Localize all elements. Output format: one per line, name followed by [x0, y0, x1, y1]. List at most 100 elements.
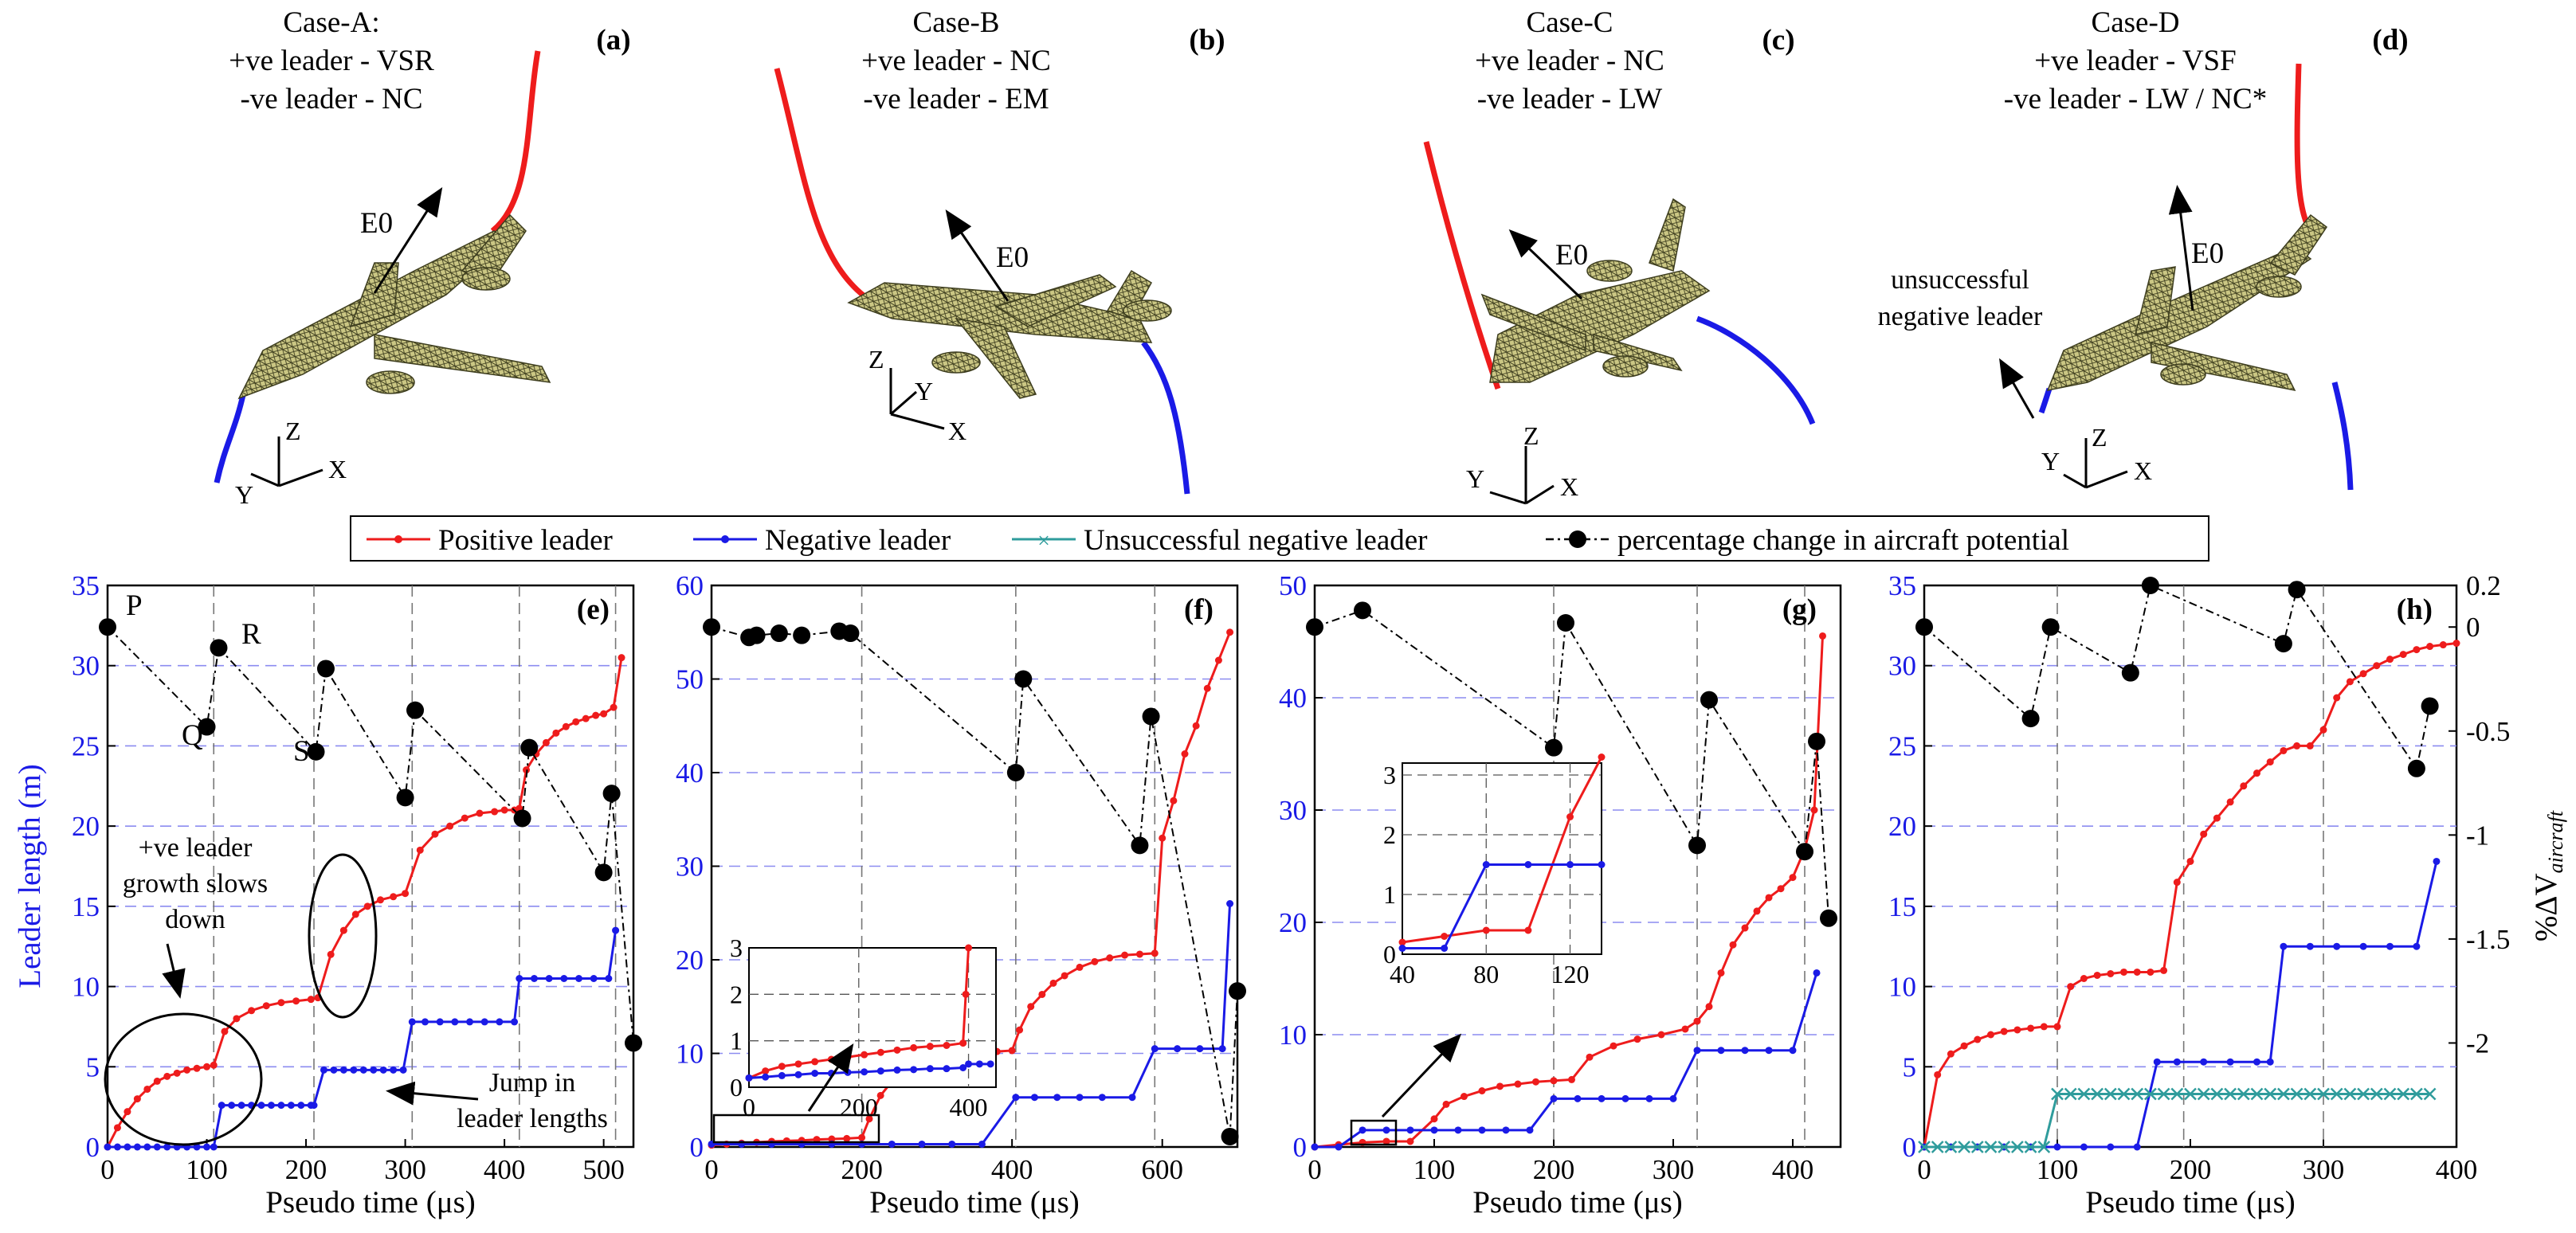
chart-f-point: [1226, 900, 1234, 907]
chart-h-point: [2288, 581, 2306, 599]
chart-g-point: [1688, 836, 1706, 855]
case-a-negative-leader: [214, 394, 246, 483]
chart-h-xtick-label: 300: [2303, 1154, 2345, 1185]
chart-h-point: [2253, 769, 2260, 777]
chart-e-point: [310, 1102, 318, 1110]
chart-e-point: [511, 1018, 519, 1026]
case-c-positive-leader: [1423, 141, 1501, 390]
chart-e-point: [193, 1064, 201, 1072]
chart-f-point: [1076, 963, 1084, 971]
chart-e-annotations: P Q R S +ve leader growth slows down Jump in lea…: [104, 589, 608, 1146]
chart-g-point: [1311, 1143, 1319, 1151]
zoom-box-g: [1350, 1119, 1398, 1146]
chart-h-rtick-label: 0: [2466, 612, 2480, 643]
chart-f-inset-point: [959, 1064, 967, 1071]
chart-g-point: [1478, 1087, 1486, 1094]
chart-e-point: [153, 1143, 161, 1151]
chart-g-point: [1669, 1094, 1677, 1102]
chart-h-point: [2157, 1087, 2170, 1101]
chart-h-point: [2277, 1087, 2290, 1101]
case-c-axis-z: Z: [1523, 421, 1539, 450]
chart-f-inset-point: [811, 1070, 819, 1077]
case-a-label: (a): [596, 24, 630, 57]
case-d-label: (d): [2372, 24, 2408, 57]
chart-e-ytick-label: 25: [72, 730, 100, 761]
chart-e-point: [143, 1085, 151, 1093]
case-a-axis-y: Y: [235, 480, 253, 509]
chart-h-point: [2027, 1024, 2035, 1032]
chart-e-point: [153, 1077, 161, 1085]
chart-e-series: [104, 926, 620, 1151]
chart-h: 0 5 10 15 20 25 30 35 0 100 200 300 400 Pseudo time (…: [1888, 570, 2510, 1219]
chart-f-point: [1226, 628, 1234, 636]
chart-g-inset-point: [1441, 933, 1449, 940]
chart-e-label: (e): [577, 593, 610, 626]
chart-h-point: [2346, 678, 2354, 686]
chart-f-point: [865, 1115, 873, 1123]
chart-f-inset-xtick-label: 0: [743, 1093, 755, 1121]
annotation-slow-3: down: [165, 905, 225, 934]
chart-e-xtick-label: 500: [582, 1154, 625, 1185]
chart-g-point: [1717, 1047, 1725, 1055]
chart-g-point: [1574, 1094, 1582, 1102]
chart-f-point: [1181, 750, 1189, 757]
chart-f-point: [1221, 1127, 1239, 1145]
annotation-q: Q: [182, 719, 203, 752]
chart-e-point: [402, 890, 410, 898]
case-b-negative-leader: [1141, 340, 1190, 495]
chart-h-point: [1960, 1042, 1968, 1050]
chart-f-point: [843, 1134, 851, 1142]
chart-h-point: [2121, 663, 2139, 682]
chart-h-point: [2077, 1087, 2091, 1101]
chart-e-point: [416, 846, 424, 854]
chart-f-point: [1053, 1094, 1061, 1102]
chart-e-frame: [106, 584, 635, 1149]
chart-e-point: [210, 1061, 218, 1069]
chart-h-point: [2064, 1087, 2077, 1101]
zoom-box-f: [712, 1114, 880, 1144]
chart-f-xtick-label: 200: [841, 1154, 883, 1185]
chart-g-point: [1496, 1082, 1504, 1090]
chart-h-rtick-label: -1.5: [2466, 924, 2510, 955]
chart-f-point: [1006, 764, 1025, 781]
chart-g-series-line: [1315, 973, 1818, 1149]
case-c-field-label: E0: [1555, 239, 1588, 272]
case-b-axis-y: Y: [915, 377, 933, 405]
chart-h-point: [2386, 656, 2394, 663]
case-c-line1: +ve leader - NC: [1475, 45, 1664, 77]
chart-e-point: [480, 1018, 488, 1026]
chart-h-ytick-label: 5: [1903, 1051, 1917, 1082]
chart-h-point: [2021, 710, 2040, 728]
chart-g-xtick-label: 300: [1653, 1154, 1695, 1185]
chart-h-point: [2170, 1087, 2184, 1101]
chart-f-point: [703, 618, 720, 636]
chart-h-point: [2224, 1087, 2237, 1101]
chart-f-inset-point: [762, 1067, 770, 1075]
chart-g-series: [1306, 601, 1837, 927]
case-c-panel: Case-C +ve leader - NC -ve leader - LW (…: [1423, 6, 1816, 505]
chart-h-point: [2319, 726, 2327, 734]
chart-h-point: [1934, 1071, 1942, 1078]
chart-h-point: [2333, 942, 2341, 950]
annotation-slow-2: growth slows: [123, 869, 268, 898]
chart-f-point: [1174, 1045, 1182, 1053]
chart-h-point: [2107, 969, 2115, 977]
chart-e-xtick-label: 0: [100, 1154, 115, 1185]
chart-h-series-line: [1923, 642, 2457, 1148]
chart-g-ytick-label: 10: [1279, 1020, 1307, 1051]
chart-h-rtick-label: -0.5: [2466, 716, 2510, 747]
chart-h-series-line: [1923, 584, 2431, 771]
chart-f-xtick-label: 600: [1141, 1154, 1183, 1185]
chart-h-point: [2200, 830, 2208, 838]
chart-e-point: [267, 1102, 275, 1110]
chart-g-point: [1705, 1003, 1713, 1011]
case-b-field-arrow: [945, 209, 1010, 302]
chart-g-xlabel: Pseudo time (μs): [1472, 1185, 1683, 1219]
chart-e-point: [530, 975, 538, 982]
chart-g-inset-ytick-label: 3: [1383, 761, 1396, 789]
chart-f-point: [1151, 1045, 1159, 1053]
legend-positive-label: Positive leader: [438, 524, 613, 557]
chart-e-point: [210, 639, 228, 657]
chart-f-point: [918, 1140, 926, 1148]
